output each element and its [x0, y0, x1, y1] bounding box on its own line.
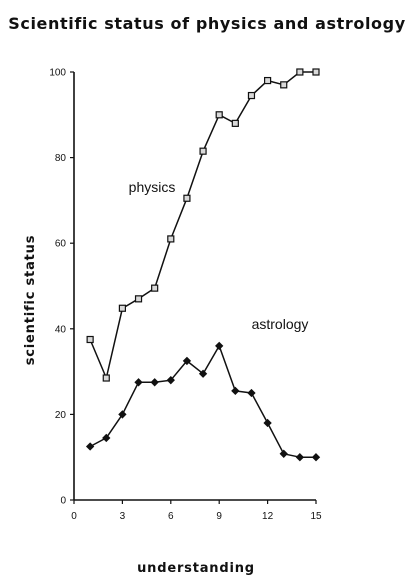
- data-point-astrology: [102, 433, 111, 443]
- series-line-physics: [89, 71, 316, 379]
- x-tick-label: 6: [168, 511, 174, 522]
- data-point-astrology: [166, 375, 175, 385]
- data-point-physics: [296, 68, 304, 76]
- data-point-astrology: [134, 378, 143, 387]
- series-label-astrology: astrology: [252, 316, 309, 332]
- y-tick-label: 60: [55, 239, 67, 250]
- series-line-astrology: [89, 345, 316, 458]
- data-point-physics: [247, 91, 256, 100]
- data-point-astrology: [279, 449, 288, 458]
- y-tick-label: 40: [55, 324, 67, 335]
- data-point-astrology: [198, 369, 208, 378]
- series-markers: [85, 68, 321, 462]
- data-point-physics: [86, 335, 94, 344]
- data-point-physics: [264, 76, 272, 85]
- series-lines: [89, 71, 316, 458]
- data-point-physics: [118, 304, 127, 312]
- x-tick-label: 9: [216, 511, 222, 522]
- y-axis-label: scientific status: [23, 235, 38, 366]
- x-tick-label: 12: [262, 511, 274, 522]
- data-point-astrology: [295, 453, 305, 462]
- data-point-physics: [312, 68, 320, 76]
- data-point-physics: [134, 295, 143, 303]
- data-point-astrology: [182, 356, 192, 366]
- data-point-astrology: [263, 418, 272, 428]
- y-tick-label: 20: [55, 410, 67, 421]
- x-tick-label: 0: [71, 511, 77, 522]
- data-point-astrology: [85, 442, 95, 451]
- chart-title: Scientific status of physics and astrolo…: [8, 14, 406, 33]
- data-point-physics: [183, 194, 191, 202]
- data-point-physics: [215, 111, 223, 119]
- x-tick-label: 3: [120, 511, 126, 522]
- data-point-physics: [280, 81, 288, 89]
- y-tick-label: 100: [49, 68, 66, 79]
- data-point-physics: [231, 119, 239, 127]
- data-point-physics: [102, 374, 110, 382]
- data-point-physics: [199, 147, 207, 155]
- axes: [73, 72, 316, 501]
- series-label-physics: physics: [129, 179, 176, 195]
- x-axis-label: understanding: [137, 561, 255, 576]
- data-point-astrology: [118, 410, 127, 419]
- data-point-astrology: [247, 388, 256, 398]
- data-point-astrology: [215, 341, 224, 351]
- data-point-astrology: [311, 453, 321, 462]
- ticks: 0 20 40 60 80 100 0 3 6 9 12 15: [49, 68, 322, 523]
- y-tick-label: 0: [60, 496, 66, 507]
- data-point-physics: [151, 284, 159, 292]
- data-point-physics: [167, 235, 175, 243]
- data-point-astrology: [150, 378, 159, 387]
- x-tick-label: 15: [310, 511, 322, 522]
- y-tick-label: 80: [55, 153, 67, 164]
- data-point-astrology: [231, 386, 240, 396]
